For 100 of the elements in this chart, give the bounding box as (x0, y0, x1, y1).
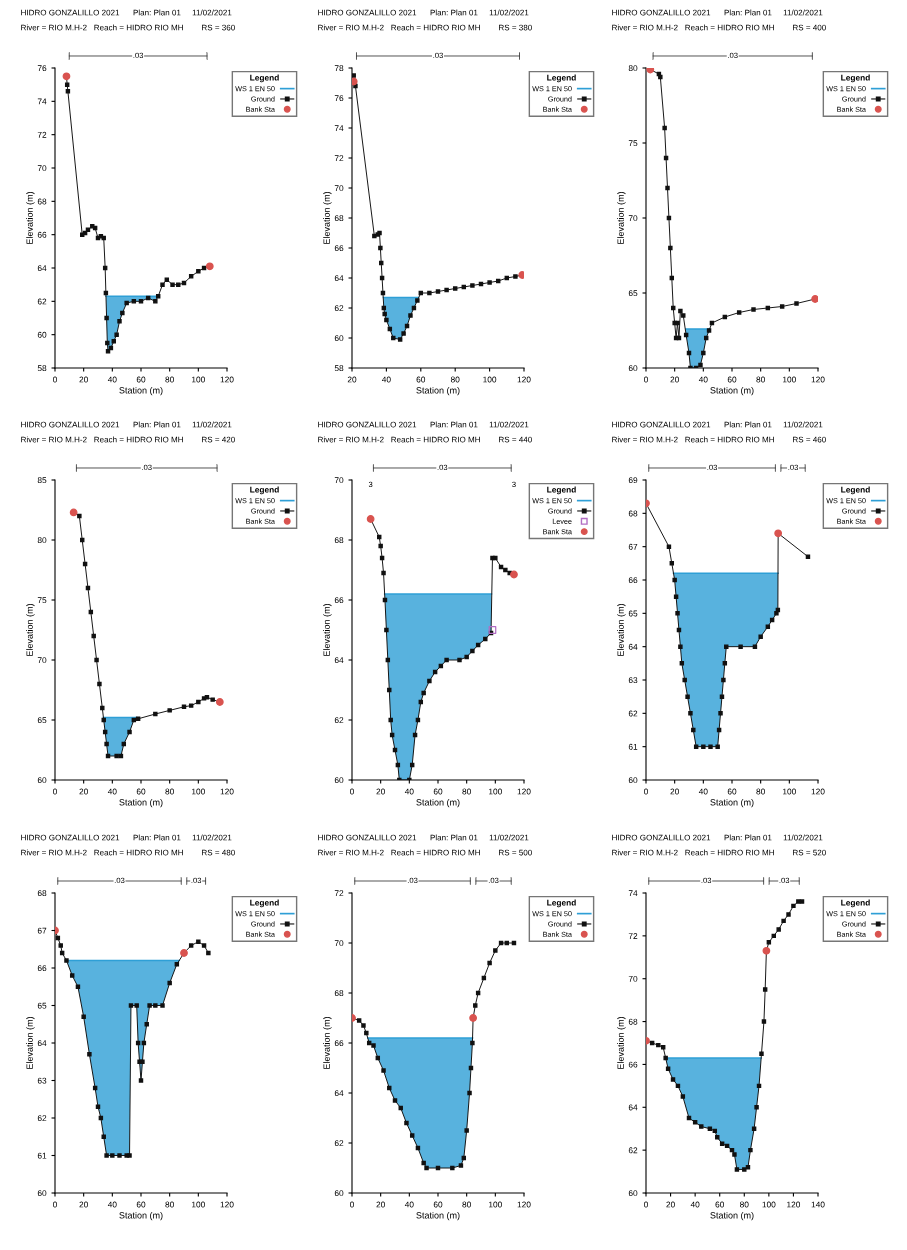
x-tick-label: 80 (462, 1201, 471, 1208)
x-tick-label: 100 (192, 788, 205, 795)
y-tick-label: 67 (37, 927, 47, 934)
chart-title: HIDRO GONZALILLO 2021 Plan: Plan 01 11/02/2021 (21, 421, 232, 428)
x-tick-label: 20 (79, 1201, 88, 1208)
y-tick-label: 70 (334, 940, 344, 947)
x-tick-label: 120 (517, 788, 531, 795)
x-tick-label: 20 (376, 788, 385, 795)
y-tick-label: 80 (628, 65, 638, 72)
y-tick-label: 68 (334, 215, 344, 222)
x-tick-label: 40 (404, 1201, 414, 1208)
y-tick-label: 64 (334, 275, 344, 282)
x-tick-label: 100 (489, 788, 502, 795)
legend-title: Legend (841, 486, 870, 495)
chart-title: HIDRO GONZALILLO 2021 Plan: Plan 01 11/02/2021 (21, 9, 232, 16)
x-tick-label: 60 (715, 1201, 725, 1208)
chart-subtitle: River = RIO M.H-2 Reach = HIDRO RIO MH RS = 520 (612, 849, 826, 856)
y-axis-title: Elevation (m) (323, 603, 332, 656)
legend-title: Legend (547, 899, 576, 908)
y-tick-label: 68 (334, 990, 344, 997)
x-tick-label: 60 (727, 376, 737, 383)
chart-subtitle: River = RIO M.H-2 Reach = HIDRO RIO MH RS = 440 (318, 436, 532, 443)
x-tick-label: 140 (811, 1201, 825, 1208)
x-tick-label: 40 (107, 788, 117, 795)
y-axis-title: Elevation (m) (26, 191, 35, 244)
legend-title: Legend (841, 899, 870, 908)
x-tick-label: 120 (787, 1201, 801, 1208)
y-tick-label: 64 (628, 643, 638, 650)
x-tick-label: 20 (347, 376, 357, 383)
chart-title: HIDRO GONZALILLO 2021 Plan: Plan 01 11/02/2021 (318, 9, 529, 16)
chart-subtitle: River = RIO M.H-2 Reach = HIDRO RIO MH RS = 500 (318, 849, 532, 856)
y-tick-label: 80 (37, 537, 47, 544)
x-tick-label: 20 (666, 1201, 675, 1208)
y-tick-label: 65 (37, 717, 47, 724)
y-tick-label: 65 (37, 1002, 47, 1009)
y-tick-label: 67 (628, 543, 638, 550)
x-axis-title: Station (m) (119, 386, 163, 396)
x-axis-title: Station (m) (710, 798, 754, 808)
y-tick-label: 68 (628, 1018, 638, 1025)
y-axis-title: Elevation (m) (323, 191, 332, 244)
y-tick-label: 70 (37, 657, 47, 664)
y-tick-label: 58 (334, 365, 344, 372)
x-tick-label: 40 (404, 788, 414, 795)
y-tick-label: 74 (628, 890, 638, 897)
x-tick-label: 40 (107, 1201, 117, 1208)
y-tick-label: 66 (628, 1061, 638, 1068)
x-tick-label: 120 (220, 788, 234, 795)
y-tick-label: 68 (628, 510, 638, 517)
x-tick-label: 60 (433, 1201, 443, 1208)
y-tick-label: 64 (628, 1104, 638, 1111)
x-tick-label: 80 (450, 376, 460, 383)
y-tick-label: 70 (628, 975, 638, 982)
chart-title: HIDRO GONZALILLO 2021 Plan: Plan 01 11/02/2021 (612, 834, 823, 841)
x-tick-label: 100 (192, 1201, 205, 1208)
y-axis-title: Elevation (m) (323, 1016, 332, 1069)
x-axis-title: Station (m) (710, 386, 754, 396)
x-tick-label: 100 (762, 1201, 776, 1208)
x-tick-label: 100 (489, 1201, 502, 1208)
legend-title: Legend (250, 486, 279, 495)
x-tick-label: 60 (727, 788, 737, 795)
y-axis-title: Elevation (m) (26, 603, 35, 656)
x-tick-label: 60 (136, 376, 146, 383)
x-tick-label: 100 (192, 376, 205, 383)
y-tick-label: 60 (334, 1190, 344, 1197)
x-tick-label: 0 (350, 1201, 354, 1208)
chart-subtitle: River = RIO M.H-2 Reach = HIDRO RIO MH RS = 480 (21, 849, 235, 856)
y-tick-label: 64 (334, 657, 344, 664)
y-tick-label: 61 (628, 743, 638, 750)
y-tick-label: 58 (37, 365, 47, 372)
chart-title: HIDRO GONZALILLO 2021 Plan: Plan 01 11/02/2021 (21, 834, 232, 841)
chart-subtitle: River = RIO M.H-2 Reach = HIDRO RIO MH RS = 460 (612, 436, 826, 443)
x-tick-label: 60 (136, 788, 146, 795)
x-axis-title: Station (m) (119, 1211, 163, 1221)
x-tick-label: 0 (644, 788, 648, 795)
y-tick-label: 61 (37, 1152, 47, 1159)
y-tick-label: 64 (334, 1090, 344, 1097)
y-tick-label: 62 (334, 717, 344, 724)
x-tick-label: 40 (381, 376, 391, 383)
y-tick-label: 74 (37, 98, 47, 105)
x-tick-label: 80 (165, 788, 174, 795)
y-tick-label: 66 (37, 965, 47, 972)
y-tick-label: 63 (37, 1077, 47, 1084)
x-tick-label: 20 (670, 788, 679, 795)
x-tick-label: 120 (220, 376, 234, 383)
chart-subtitle: River = RIO M.H-2 Reach = HIDRO RIO MH RS = 380 (318, 24, 532, 31)
y-tick-label: 62 (628, 1147, 638, 1154)
legend-title: Legend (250, 899, 279, 908)
y-tick-label: 75 (628, 140, 638, 147)
x-tick-label: 40 (690, 1201, 700, 1208)
x-axis-title: Station (m) (119, 798, 163, 808)
x-tick-label: 40 (698, 376, 708, 383)
y-tick-label: 78 (334, 65, 344, 72)
x-tick-label: 0 (53, 788, 57, 795)
x-tick-label: 20 (79, 788, 88, 795)
chart-subtitle: River = RIO M.H-2 Reach = HIDRO RIO MH RS = 420 (21, 436, 235, 443)
legend-title: Legend (547, 486, 576, 495)
y-tick-label: 60 (334, 777, 344, 784)
x-tick-label: 80 (462, 788, 471, 795)
x-axis-title: Station (m) (416, 1211, 460, 1221)
y-tick-label: 70 (334, 477, 344, 484)
